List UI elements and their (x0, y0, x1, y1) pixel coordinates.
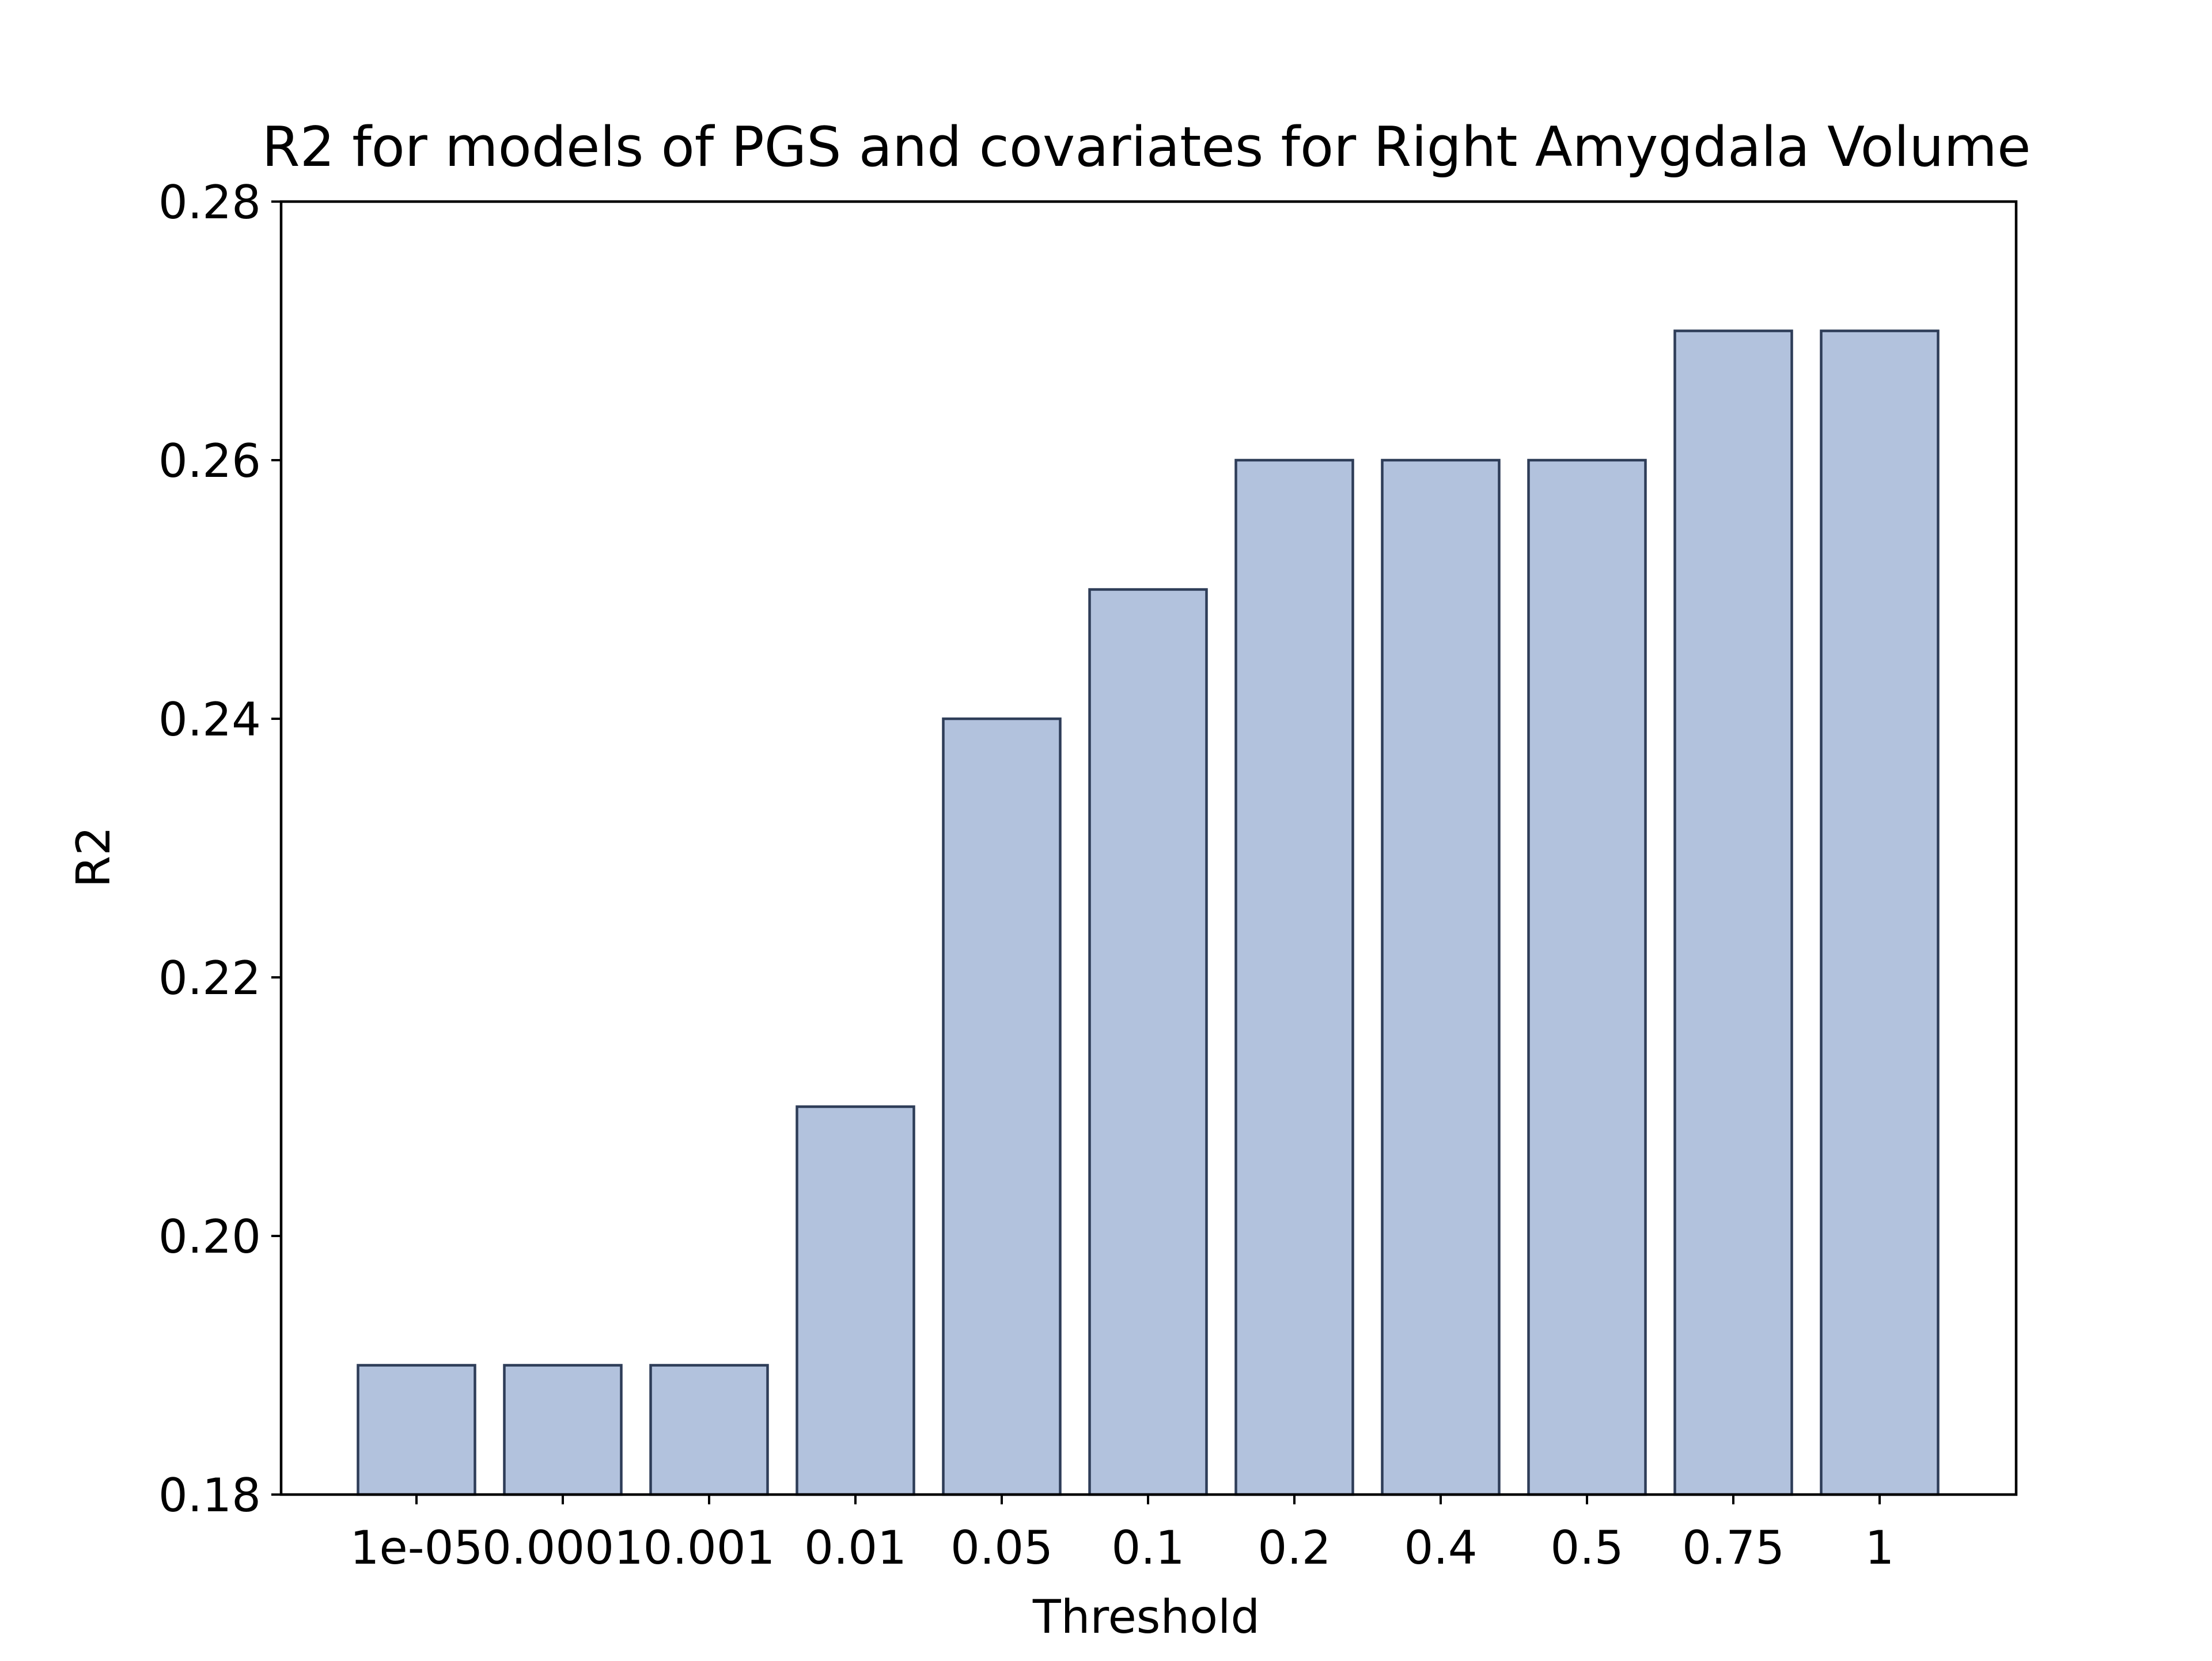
x-tick-label: 0.5 (1550, 1521, 1623, 1575)
bar-1e-05 (357, 1364, 476, 1496)
bar-0.5 (1527, 458, 1647, 1496)
x-tick-label: 0.01 (804, 1521, 907, 1575)
bar-0.05 (942, 717, 1062, 1496)
y-axis-label: R2 (67, 826, 120, 888)
bar-0.001 (649, 1364, 769, 1496)
bars-layer (357, 329, 1940, 1496)
x-axis: 1e-050.0001 0.001 0.01 0.05 0.1 0.2 0.4 0.5 0.75… (350, 1495, 1895, 1575)
bar-0.75 (1673, 329, 1793, 1496)
x-tick-label: 0.1 (1111, 1521, 1184, 1575)
x-axis-label: Threshold (1032, 1590, 1260, 1644)
bar-0.4 (1381, 458, 1501, 1496)
bar-1 (1820, 329, 1940, 1496)
x-tick-label: 0.0001 (482, 1521, 643, 1575)
x-tick-label: 0.75 (1682, 1521, 1785, 1575)
bar-0.1 (1088, 588, 1208, 1496)
y-tick-label: 0.18 (158, 1469, 261, 1522)
y-tick-label: 0.28 (158, 176, 261, 229)
bar-0.0001 (503, 1364, 623, 1496)
y-tick-label: 0.26 (158, 434, 261, 488)
bar-0.01 (796, 1105, 915, 1496)
y-tick-label: 0.20 (158, 1210, 261, 1264)
y-tick-label: 0.24 (158, 693, 261, 746)
x-tick-label: 1e-05 (350, 1521, 483, 1575)
x-tick-label: 0.05 (950, 1521, 1053, 1575)
x-tick-label: 1 (1865, 1521, 1895, 1575)
x-tick-label: 0.001 (643, 1521, 775, 1575)
bar-0.2 (1234, 458, 1354, 1496)
y-tick-label: 0.22 (158, 951, 261, 1005)
x-tick-label: 0.2 (1257, 1521, 1331, 1575)
y-axis: 0.18 0.20 0.22 0.24 0.26 0.28 (158, 176, 281, 1522)
x-tick-label: 0.4 (1404, 1521, 1477, 1575)
chart-title: R2 for models of PGS and covariates for … (262, 116, 2031, 179)
